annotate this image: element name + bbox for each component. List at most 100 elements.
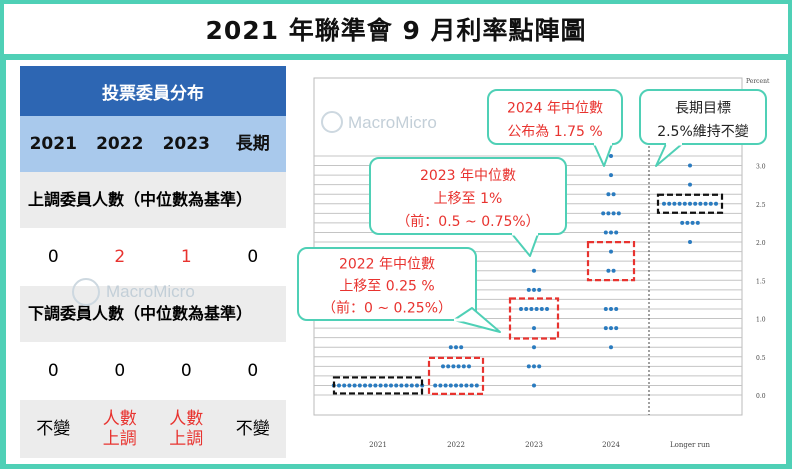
data-dot [389,383,393,388]
result-cell: 不變 [220,400,287,458]
x-tick-label: 2024 [602,441,620,449]
result-text: 上調 [169,429,204,449]
up-label: 上調委員人數（中位數為基準） [28,190,253,209]
data-dot [688,163,692,168]
data-dot [526,287,531,292]
callout-2024-box [487,89,623,145]
data-dot [433,383,438,388]
data-dot [685,220,690,225]
data-dot [537,287,542,292]
data-dot [383,383,388,388]
up-section-row: 上調委員人數（中位數為基準） [20,172,286,228]
data-dot [662,201,666,206]
watermark-logo-icon [72,278,100,306]
result-row: 不變 人數 上調 人數 上調 不變 [20,400,286,458]
value-cell: 0 [247,247,259,267]
callout-longrun-box [639,89,767,145]
result-cell: 不變 [20,400,87,458]
callout-2022-box [297,247,477,321]
data-dot [606,268,611,273]
data-dot [467,364,471,369]
data-dot [609,249,613,254]
result-text: 人數 [102,409,137,429]
watermark-logo-icon [321,111,343,133]
data-dot [539,306,544,311]
voter-table: 投票委員分布 2021 2022 2023 長期 上調委員人數（中位數為基準） … [20,66,286,458]
up-values-row: 0 2 1 0 [20,228,286,286]
year-cell: 2023 [162,134,210,154]
callout-2023-text: 2023 年中位數 [420,168,516,184]
data-dot [399,383,404,388]
data-dot [352,383,357,388]
data-dot [708,201,713,206]
callout-2022-text: 2022 年中位數 [339,257,435,273]
data-dot [438,383,443,388]
content-panel: 投票委員分布 2021 2022 2023 長期 上調委員人數（中位數為基準） … [6,60,786,464]
y-tick-label: 1.5 [756,278,766,285]
data-dot [532,383,536,388]
median-box [586,241,636,282]
data-dot [677,201,682,206]
data-dot [534,306,539,311]
data-dot [404,383,409,388]
median-box [656,193,724,214]
data-dot [529,306,534,311]
data-dot [357,383,362,388]
y-tick-label: 0.5 [756,355,766,362]
result-text: 不變 [36,419,71,439]
table-header: 投票委員分布 [20,66,286,116]
callout-2022-text: 上移至 0.25 % [339,279,434,295]
callout-longrun-text: 長期目標 [675,100,731,116]
callout-2023-box [369,157,567,235]
y-tick-label: 3.0 [756,164,766,171]
data-dot [611,268,616,273]
data-dot [441,364,445,369]
x-tick-label: 2022 [447,441,465,449]
value-cell: 0 [180,361,192,381]
data-dot [688,240,692,244]
down-section-row: 下調委員人數（中位數為基準） [20,286,286,342]
data-dot [606,192,611,197]
data-dot [532,287,536,292]
data-dot [616,211,621,216]
data-dot [448,383,453,388]
value-cell: 0 [47,247,59,267]
data-dot [611,211,616,216]
callout-longrun-text: 2.5%維持不變 [657,124,749,140]
data-dot [603,306,608,311]
data-dot [373,383,378,388]
data-dot [688,201,692,206]
result-text: 上調 [102,429,137,449]
y-tick-label: 2.0 [756,240,766,247]
data-dot [672,201,677,206]
x-tick-label: 2023 [525,441,543,449]
data-dot [532,326,536,331]
callout-2022-text: （前：0 ~ 0.25%） [322,299,452,316]
data-dot [606,211,611,216]
data-dot [703,201,708,206]
data-dot [446,364,451,369]
data-dot [532,268,536,273]
data-dot [394,383,399,388]
data-dot [614,230,619,235]
data-dot [451,364,456,369]
data-dot [363,383,367,388]
year-cell: 2021 [29,134,77,154]
data-dot [464,383,469,388]
data-dot [695,220,700,225]
y-tick-label: 2.5 [756,202,766,209]
data-dot [614,306,619,311]
data-dot [614,326,619,331]
data-dot [609,153,613,158]
data-dot [409,383,414,388]
data-dot [474,383,479,388]
data-dot [601,211,606,216]
callout-2023-text: 上移至 1% [434,191,503,207]
value-cell: 0 [247,361,259,381]
data-dot [667,201,672,206]
data-dot [603,326,608,331]
result-cell: 人數 上調 [153,400,220,458]
data-dot [342,383,347,388]
data-dot [459,345,464,350]
median-box [508,297,560,340]
